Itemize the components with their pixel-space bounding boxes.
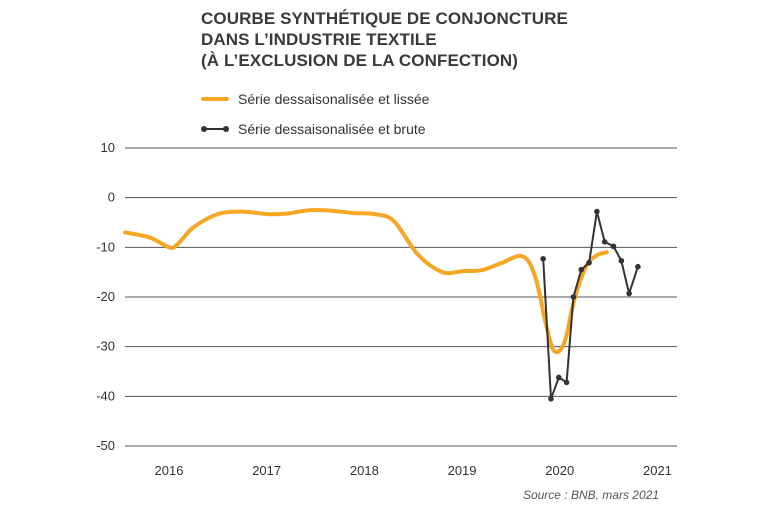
data-point-raw	[586, 259, 592, 266]
y-tick-label: 10	[101, 140, 115, 155]
legend-swatch-raw	[201, 122, 229, 136]
data-point-raw	[618, 257, 625, 264]
data-point-raw	[626, 290, 632, 297]
chart-title-line-2: DANS L’INDUSTRIE TEXTILE	[201, 30, 437, 49]
chart-legend: Série dessaisonalisée et lissée Série de…	[201, 88, 429, 148]
legend-swatch-smoothed	[201, 92, 229, 106]
data-point-raw	[635, 263, 641, 270]
data-point-raw	[570, 294, 577, 300]
chart-title-line-1: COURBE SYNTHÉTIQUE DE CONJONCTURE	[201, 9, 568, 28]
data-point-raw	[578, 266, 585, 273]
data-point-raw	[540, 255, 546, 262]
x-tick-label: 2017	[252, 463, 281, 478]
y-tick-label: -10	[96, 239, 115, 254]
data-point-raw	[563, 379, 570, 386]
data-point-raw	[601, 239, 608, 245]
data-point-raw	[594, 208, 600, 215]
x-tick-label: 2018	[350, 463, 379, 478]
legend-label-smoothed: Série dessaisonalisée et lissée	[238, 91, 430, 107]
legend-item-raw: Série dessaisonalisée et brute	[201, 118, 429, 140]
legend-label-raw: Série dessaisonalisée et brute	[238, 121, 426, 137]
data-point-raw	[555, 374, 562, 381]
y-tick-label: -40	[96, 388, 115, 403]
x-tick-label: 2020	[545, 463, 574, 478]
series-line-smoothed	[123, 207, 609, 355]
data-point-raw	[548, 396, 554, 402]
legend-item-smoothed: Série dessaisonalisée et lissée	[201, 88, 429, 110]
chart-title-line-3: (À L’EXCLUSION DE LA CONFECTION)	[201, 51, 519, 70]
x-tick-label: 2016	[155, 463, 184, 478]
y-tick-label: -20	[96, 289, 115, 304]
x-tick-label: 2021	[643, 463, 672, 478]
data-point-raw	[610, 243, 617, 250]
series-line-raw	[542, 210, 639, 400]
y-tick-label: -30	[96, 339, 115, 354]
x-tick-label: 2019	[448, 463, 477, 478]
chart-title: COURBE SYNTHÉTIQUE DE CONJONCTURE DANS L…	[201, 8, 568, 71]
y-tick-label: 0	[108, 190, 115, 205]
source-note: Source : BNB, mars 2021	[522, 488, 659, 502]
y-tick-label: -50	[96, 438, 115, 453]
